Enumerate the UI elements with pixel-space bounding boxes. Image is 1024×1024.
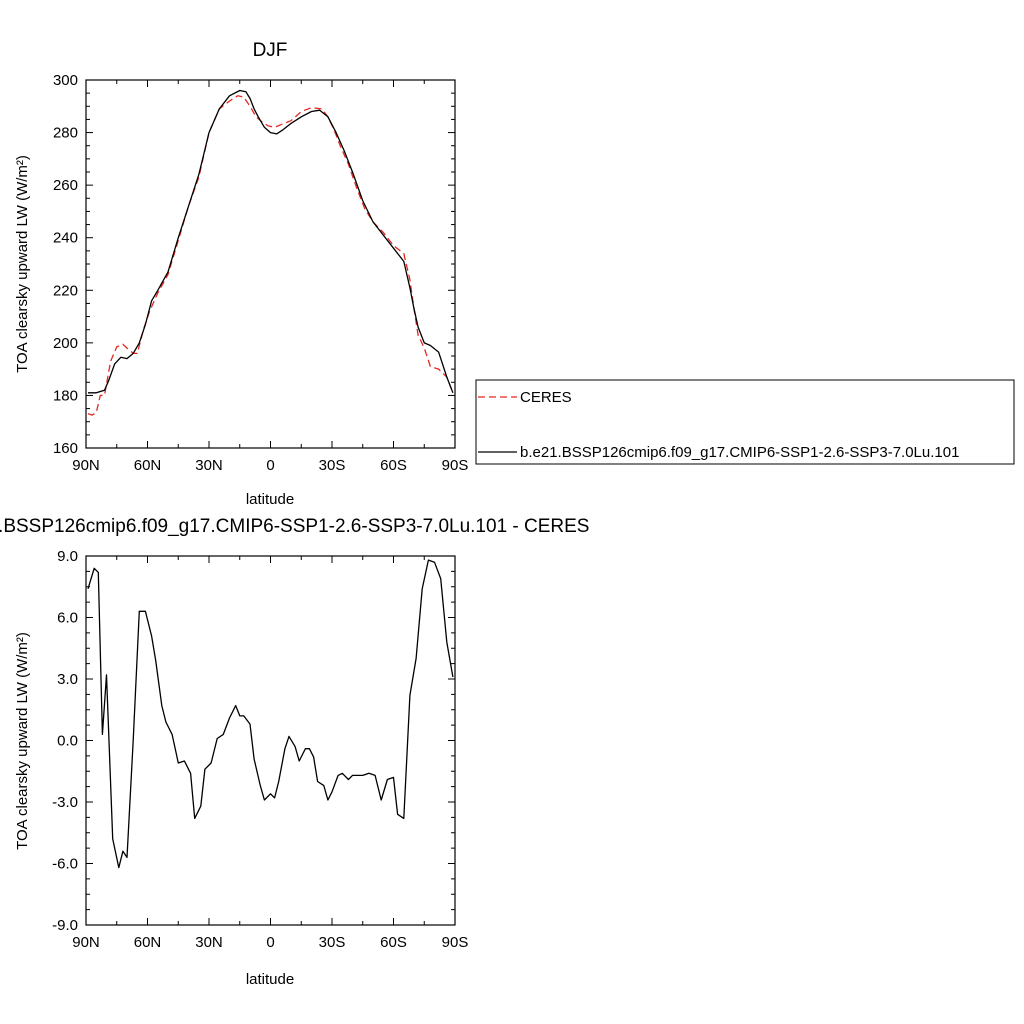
bottom-y-tick-label: -9.0	[52, 917, 78, 934]
bottom-x-tick-label: 60N	[134, 934, 162, 951]
bottom-series-lines	[87, 559, 454, 869]
top-series-line-0	[87, 95, 454, 416]
bottom-x-tick-label: 90N	[72, 934, 100, 951]
bottom-x-tick-label: 30S	[319, 934, 346, 951]
top-axis-ticks: 90N 60N 30N 0 30S 60S 90S 160 180 200 220 240 260 280…	[53, 72, 468, 474]
top-x-tick-label: 30S	[319, 457, 346, 474]
bottom-x-tick-label: 60S	[380, 934, 407, 951]
bottom-y-tick-label: -6.0	[52, 856, 78, 873]
top-chart-title: DJF	[253, 40, 288, 61]
bottom-y-tick-label: 0.0	[57, 733, 78, 750]
bottom-x-tick-label: 90S	[442, 934, 469, 951]
top-y-tick-label: 220	[53, 282, 78, 299]
top-y-tick-label: 180	[53, 387, 78, 404]
top-y-axis-label: TOA clearsky upward LW (W/m²)	[14, 155, 31, 373]
bottom-y-tick-label: 3.0	[57, 671, 78, 688]
bottom-x-tick-label: 30N	[195, 934, 223, 951]
top-x-axis-label: latitude	[246, 491, 294, 508]
top-plot-frame	[85, 79, 456, 449]
bottom-axis-ticks: 90N 60N 30N 0 30S 60S 90S -9.0 -6.0 -3.0 0.0 3.0 6.0…	[52, 548, 468, 951]
bottom-y-tick-label: -3.0	[52, 794, 78, 811]
legend-label-model: b.e21.BSSP126cmip6.f09_g17.CMIP6-SSP1-2.…	[520, 444, 959, 461]
top-x-tick-label: 60N	[134, 457, 162, 474]
top-series-line-1	[88, 89, 454, 394]
legend-label-ceres: CERES	[520, 389, 572, 406]
top-x-tick-label: 0	[266, 457, 274, 474]
top-x-tick-label: 60S	[380, 457, 407, 474]
top-x-tick-label: 90N	[72, 457, 100, 474]
top-y-tick-label: 200	[53, 335, 78, 352]
legend: CERES b.e21.BSSP126cmip6.f09_g17.CMIP6-S…	[475, 379, 1015, 465]
bottom-chart-title: b.e21.BSSP126cmip6.f09_g17.CMIP6-SSP1-2.…	[0, 516, 589, 537]
top-y-tick-label: 240	[53, 230, 78, 247]
top-y-tick-label: 300	[53, 72, 78, 89]
bottom-panel: b.e21.BSSP126cmip6.f09_g17.CMIP6-SSP1-2.…	[0, 516, 589, 988]
top-series-lines	[87, 89, 454, 416]
bottom-y-tick-label: 6.0	[57, 610, 78, 627]
top-y-tick-label: 160	[53, 440, 78, 457]
top-x-tick-label: 90S	[442, 457, 469, 474]
top-x-tick-label: 30N	[195, 457, 223, 474]
bottom-x-tick-label: 0	[266, 934, 274, 951]
top-y-tick-label: 260	[53, 177, 78, 194]
bottom-y-axis-label: TOA clearsky upward LW (W/m²)	[14, 632, 31, 850]
bottom-y-tick-label: 9.0	[57, 548, 78, 565]
bottom-series-line-0	[87, 559, 454, 869]
top-y-tick-label: 280	[53, 125, 78, 142]
legend-box	[475, 379, 1015, 465]
top-panel: DJF 90N 60N 30N 0 30S 60S 90S 160 180 200 220 240 26…	[14, 40, 468, 508]
bottom-x-axis-label: latitude	[246, 971, 294, 988]
